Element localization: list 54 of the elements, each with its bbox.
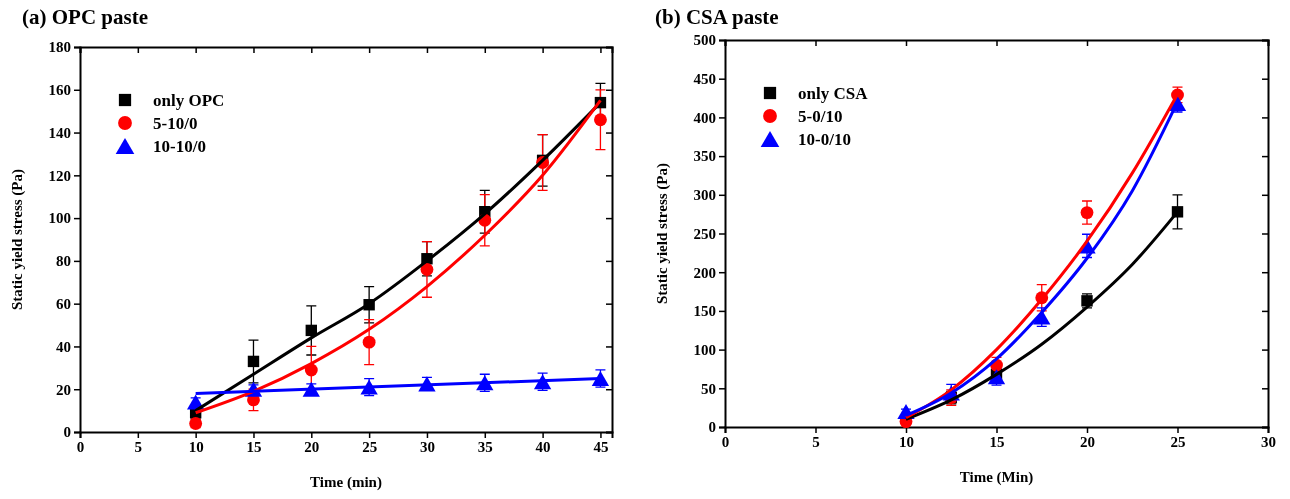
y-tick-label: 200 xyxy=(693,264,716,281)
x-tick-label: 35 xyxy=(477,438,493,455)
x-axis-title: Time (min) xyxy=(310,474,382,491)
x-tick-label: 25 xyxy=(362,438,378,455)
point xyxy=(420,263,434,276)
legend-label: 10-0/10 xyxy=(798,130,851,149)
legend-label: only OPC xyxy=(153,91,225,110)
y-tick-label: 250 xyxy=(693,225,716,242)
x-tick-label: 0 xyxy=(76,438,85,455)
y-tick-label: 50 xyxy=(701,380,716,397)
y-tick-label: 180 xyxy=(48,39,71,56)
x-tick-label: 45 xyxy=(593,438,609,455)
y-tick-label: 450 xyxy=(693,71,716,87)
y-tick-label: 60 xyxy=(56,295,71,312)
y-axis-title: Static yield stress (Pa) xyxy=(9,169,26,310)
y-tick-label: 150 xyxy=(693,303,716,320)
y-tick-label: 400 xyxy=(693,109,716,126)
x-tick-label: 10 xyxy=(899,433,914,450)
y-tick-label: 160 xyxy=(48,82,71,99)
x-tick-label: 20 xyxy=(1080,433,1095,450)
x-axis-title: Time (Min) xyxy=(959,469,1034,486)
chart-title: (b) CSA paste xyxy=(655,5,779,29)
legend-label: only CSA xyxy=(798,84,869,103)
x-tick-label: 5 xyxy=(134,438,143,455)
legend-label: 10-10/0 xyxy=(153,137,206,156)
chart-title: (a) OPC paste xyxy=(22,5,148,29)
y-tick-label: 140 xyxy=(48,124,71,141)
x-tick-label: 0 xyxy=(721,433,730,450)
legend-label: 5-0/10 xyxy=(798,107,843,126)
y-tick-label: 350 xyxy=(693,148,716,165)
y-tick-label: 0 xyxy=(708,419,716,436)
y-tick-label: 40 xyxy=(56,338,71,355)
point xyxy=(362,335,376,349)
y-tick-label: 300 xyxy=(693,187,716,204)
x-tick-label: 10 xyxy=(188,438,204,455)
x-tick-label: 15 xyxy=(989,433,1005,450)
point xyxy=(247,355,260,368)
x-tick-label: 40 xyxy=(535,438,551,455)
point xyxy=(594,113,607,127)
y-tick-label: 500 xyxy=(693,32,716,49)
x-tick-label: 30 xyxy=(1261,433,1276,450)
y-tick-label: 20 xyxy=(56,381,71,398)
y-tick-label: 100 xyxy=(693,341,716,358)
y-tick-label: 100 xyxy=(48,210,71,227)
legend-label: 5-10/0 xyxy=(153,114,198,133)
x-tick-label: 25 xyxy=(1170,433,1186,450)
y-axis-title: Static yield stress (Pa) xyxy=(654,163,671,304)
x-tick-label: 15 xyxy=(246,438,262,455)
x-tick-label: 20 xyxy=(304,438,320,455)
point xyxy=(1080,206,1094,220)
y-tick-label: 80 xyxy=(56,253,71,270)
x-tick-label: 30 xyxy=(419,438,435,455)
x-tick-label: 5 xyxy=(812,433,820,450)
y-tick-label: 120 xyxy=(48,167,71,184)
